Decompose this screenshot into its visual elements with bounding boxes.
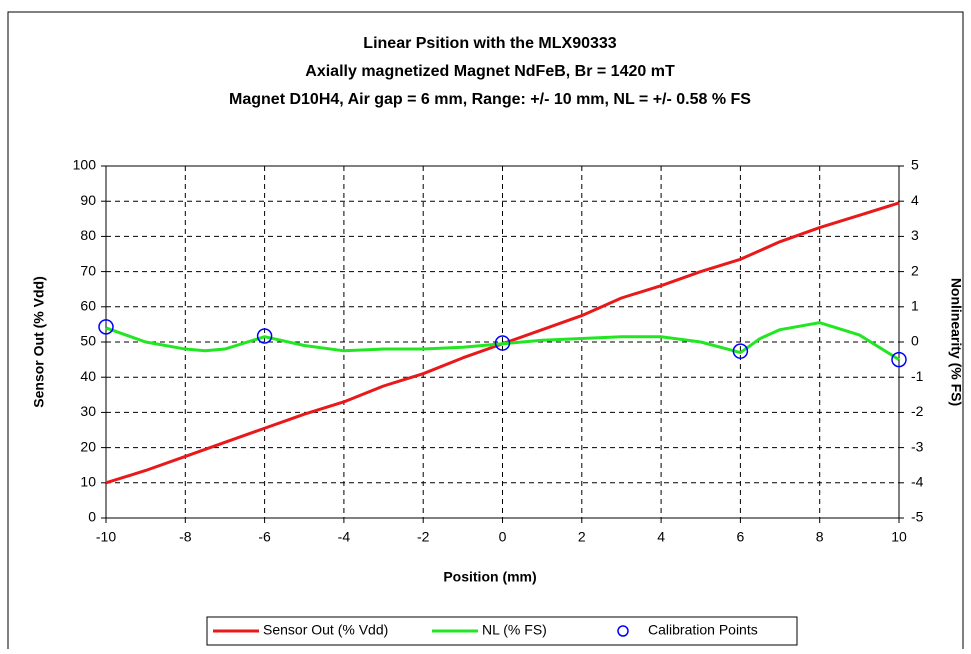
y2-tick-label: 0 xyxy=(911,333,919,349)
x-axis-label: Position (mm) xyxy=(443,569,536,585)
y-tick-label: 80 xyxy=(80,227,96,243)
calibration-point xyxy=(732,343,749,359)
y2-tick-label: 1 xyxy=(911,298,919,314)
y2-tick-label: -4 xyxy=(911,474,924,490)
calibration-point xyxy=(98,319,114,335)
y2-tick-label: 2 xyxy=(911,262,919,278)
legend-label: NL (% FS) xyxy=(482,622,547,638)
y-tick-label: 40 xyxy=(80,368,96,384)
x-tick-label: 4 xyxy=(657,529,665,545)
y2-tick-label: -5 xyxy=(911,509,924,525)
chart-title: Magnet D10H4, Air gap = 6 mm, Range: +/-… xyxy=(229,91,751,108)
plot-area xyxy=(105,165,900,519)
legend-label: Sensor Out (% Vdd) xyxy=(263,622,388,638)
x-tick-label: -6 xyxy=(258,529,271,545)
y-tick-label: 0 xyxy=(88,509,96,525)
y2-tick-label: -3 xyxy=(911,438,924,454)
legend-label: Calibration Points xyxy=(648,622,758,638)
y-tick-label: 20 xyxy=(80,438,96,454)
y2-tick-label: -1 xyxy=(911,368,924,384)
y2-tick-label: 4 xyxy=(911,192,919,208)
calibration-point xyxy=(494,335,511,351)
legend-box xyxy=(206,616,798,646)
y-tick-label: 70 xyxy=(80,262,96,278)
x-tick-label: -2 xyxy=(417,529,430,545)
y2-tick-label: 5 xyxy=(911,157,919,173)
x-tick-label: -4 xyxy=(338,529,351,545)
y2-tick-label: -2 xyxy=(911,403,924,419)
legend-symbol xyxy=(617,625,629,637)
y2-axis-label: Nonlinearity (% FS) xyxy=(948,278,964,406)
x-tick-label: 2 xyxy=(578,529,586,545)
y-tick-label: 10 xyxy=(80,474,96,490)
calibration-point xyxy=(891,351,907,368)
x-tick-label: -10 xyxy=(96,529,116,545)
chart-title: Linear Psition with the MLX90333 xyxy=(363,35,616,52)
y-tick-label: 60 xyxy=(80,298,96,314)
chart-frame xyxy=(7,11,964,653)
y-tick-label: 30 xyxy=(80,403,96,419)
chart-title: Axially magnetized Magnet NdFeB, Br = 14… xyxy=(305,63,675,80)
series-line xyxy=(105,321,900,361)
y-axis-label: Sensor Out (% Vdd) xyxy=(31,276,47,407)
y2-tick-label: 3 xyxy=(911,227,919,243)
x-tick-label: 0 xyxy=(499,529,507,545)
y-tick-label: 90 xyxy=(80,192,96,208)
calibration-point xyxy=(256,328,273,344)
y-tick-label: 100 xyxy=(73,157,97,173)
x-tick-label: 6 xyxy=(737,529,745,545)
x-tick-label: 8 xyxy=(816,529,824,545)
y-tick-label: 50 xyxy=(80,333,96,349)
x-tick-label: -8 xyxy=(179,529,192,545)
x-tick-label: 10 xyxy=(891,529,907,545)
